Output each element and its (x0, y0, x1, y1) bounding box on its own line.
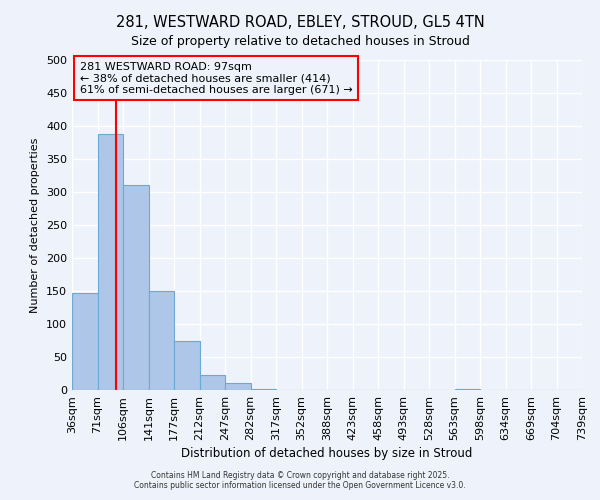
Text: 281 WESTWARD ROAD: 97sqm
← 38% of detached houses are smaller (414)
61% of semi-: 281 WESTWARD ROAD: 97sqm ← 38% of detach… (80, 62, 352, 95)
Text: Size of property relative to detached houses in Stroud: Size of property relative to detached ho… (131, 35, 469, 48)
Bar (455, 388, 480, 390)
Y-axis label: Number of detached properties: Number of detached properties (31, 138, 40, 312)
Bar (251, 388, 276, 390)
Bar (72, 293, 97, 390)
Bar (225, 384, 251, 390)
Bar (174, 340, 199, 390)
Bar (97, 134, 123, 390)
Bar (199, 375, 225, 390)
Text: Contains HM Land Registry data © Crown copyright and database right 2025.
Contai: Contains HM Land Registry data © Crown c… (134, 470, 466, 490)
X-axis label: Distribution of detached houses by size in Stroud: Distribution of detached houses by size … (181, 447, 473, 460)
Text: 281, WESTWARD ROAD, EBLEY, STROUD, GL5 4TN: 281, WESTWARD ROAD, EBLEY, STROUD, GL5 4… (116, 15, 484, 30)
Bar (149, 291, 174, 390)
Bar (123, 186, 149, 390)
